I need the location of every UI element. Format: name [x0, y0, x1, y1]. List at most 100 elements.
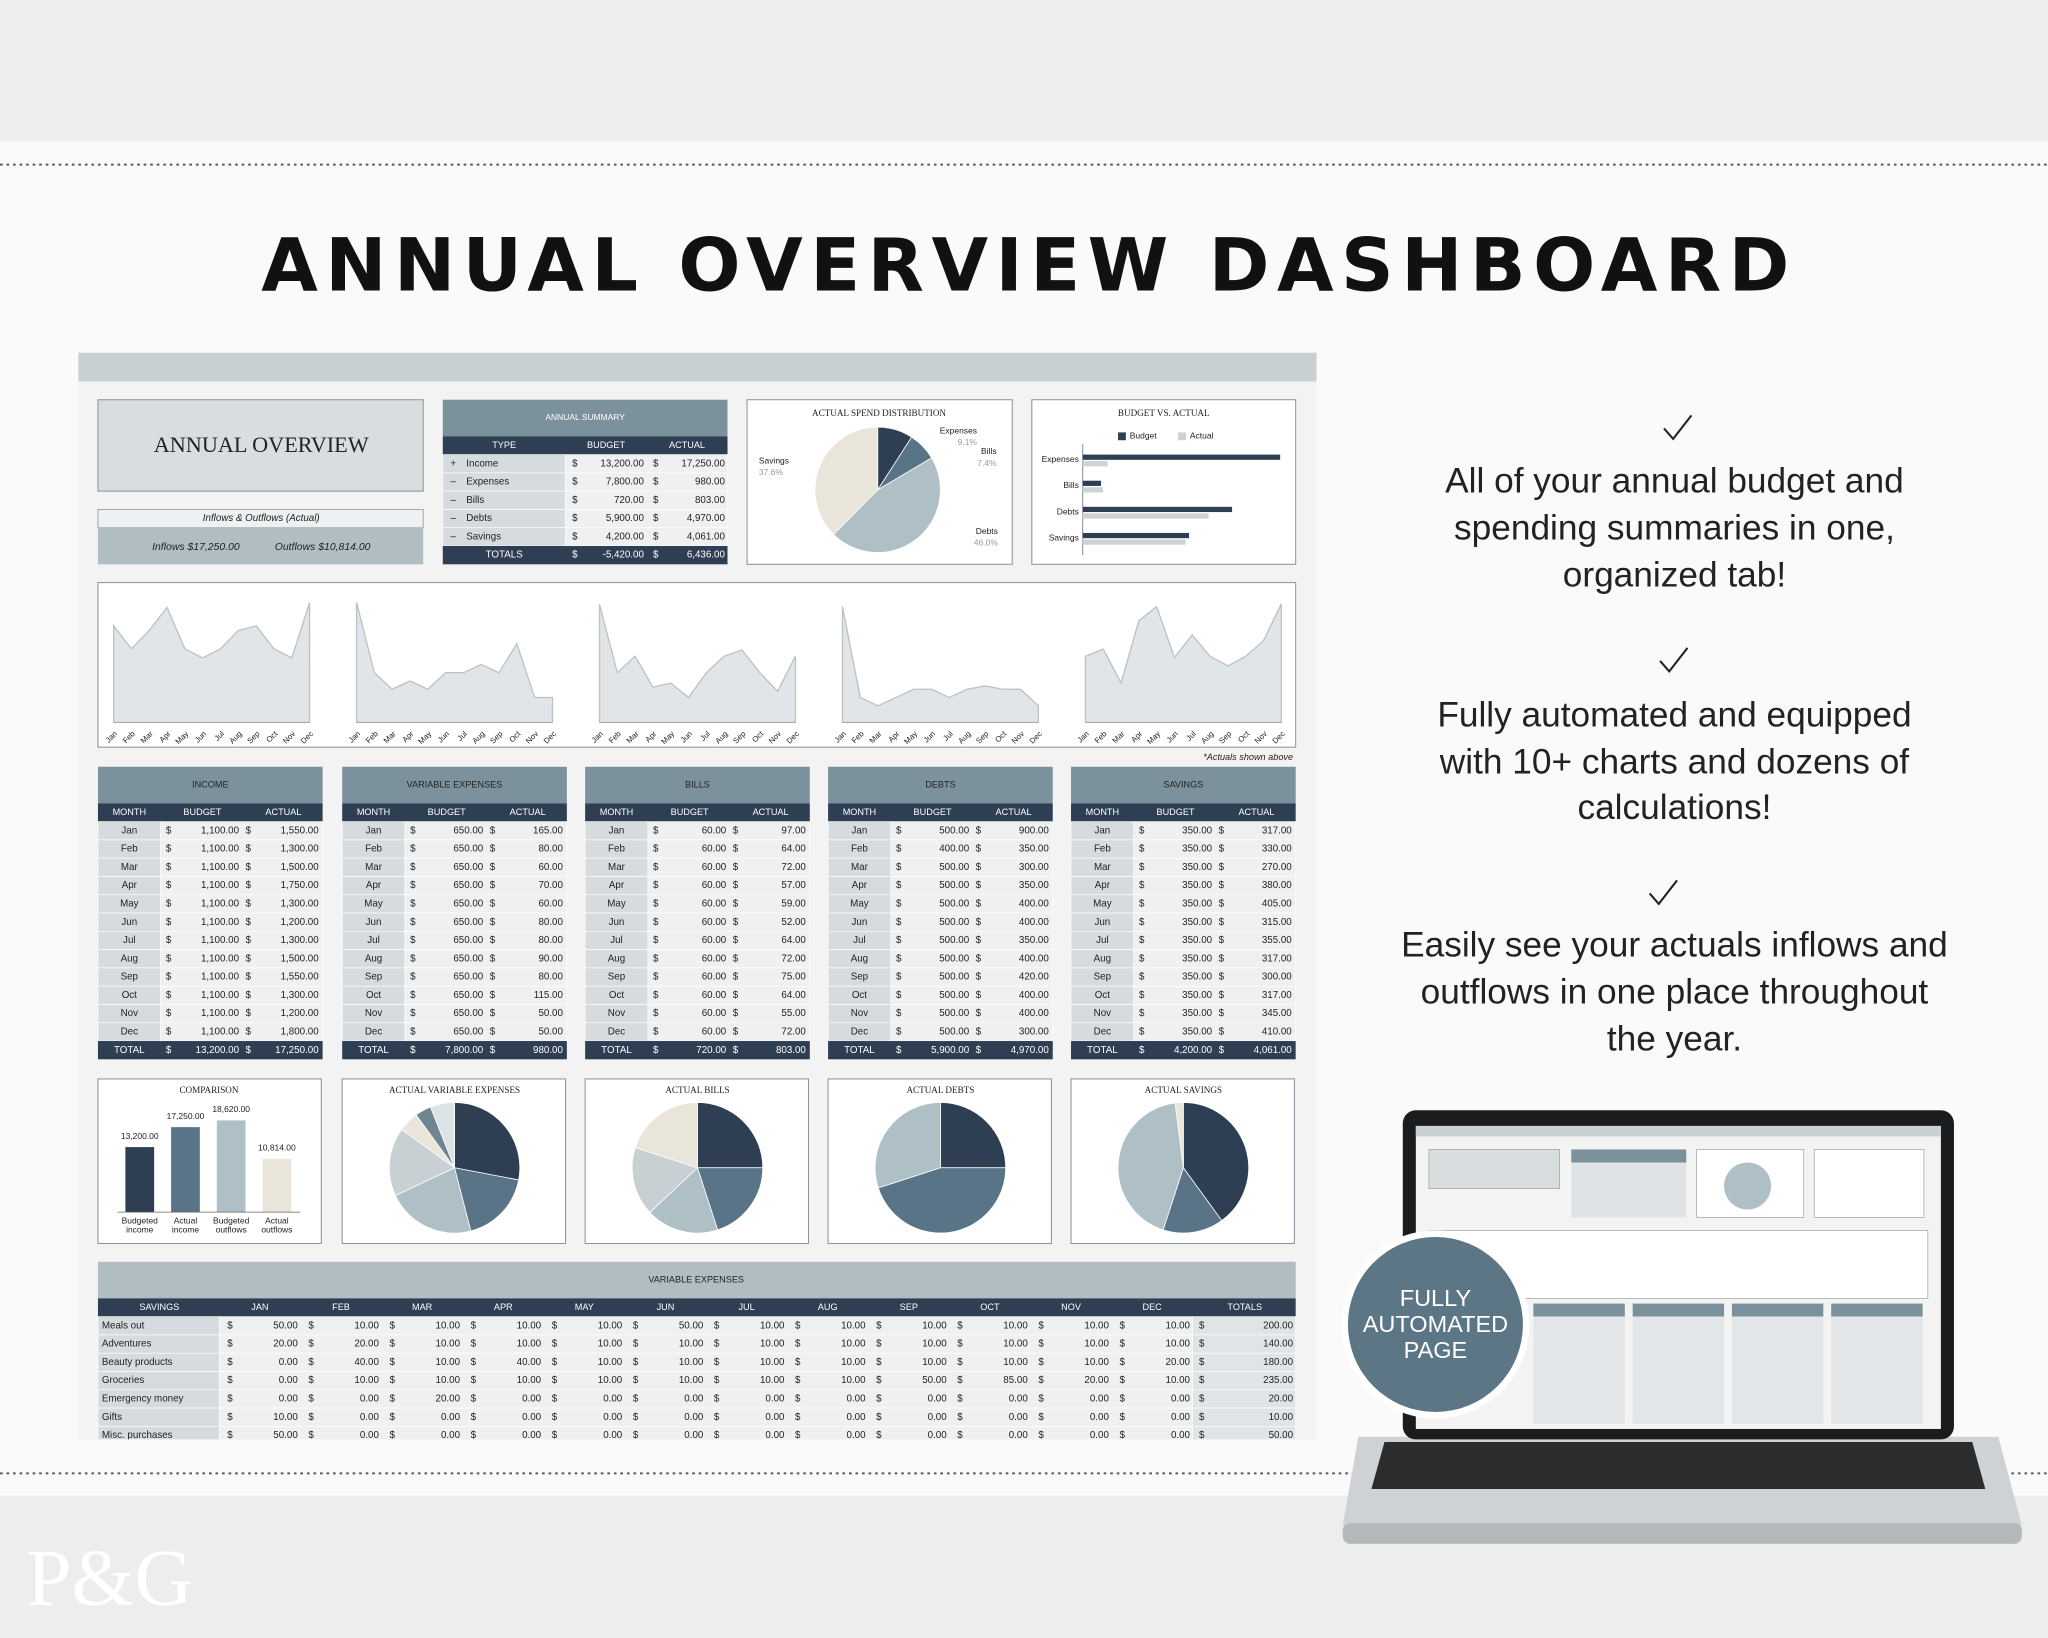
- chart-title: ACTUAL BILLS: [665, 1085, 729, 1095]
- label: 10.00: [598, 1357, 623, 1368]
- label: 50.00: [922, 1375, 947, 1386]
- area: [841, 606, 1040, 723]
- label: JAN: [251, 1302, 268, 1312]
- label: Jun: [121, 917, 137, 928]
- label: Bills: [466, 495, 484, 506]
- legend-label: Actual: [1190, 431, 1214, 441]
- label: May: [850, 898, 869, 909]
- label: $: [227, 1394, 233, 1405]
- label: 350.00: [1182, 917, 1212, 928]
- cell: [442, 399, 728, 437]
- label: $: [308, 1394, 314, 1405]
- label: $: [490, 844, 496, 855]
- label: 10.00: [1166, 1375, 1191, 1386]
- label: 350.00: [1019, 935, 1049, 946]
- label: $: [633, 1375, 639, 1386]
- label: 1,100.00: [201, 1026, 240, 1037]
- label: Aug: [608, 953, 625, 964]
- pie-label: Expenses: [940, 425, 977, 435]
- label: 720.00: [614, 495, 644, 506]
- label: 0.00: [360, 1430, 380, 1441]
- pie-slice: [874, 1102, 941, 1189]
- label: TOTAL: [358, 1045, 389, 1056]
- label: SEP: [900, 1302, 918, 1312]
- label: $: [653, 972, 659, 983]
- label: 350.00: [1182, 1008, 1212, 1019]
- pie-slice: [696, 1167, 764, 1231]
- label: 59.00: [781, 898, 806, 909]
- label: $: [552, 1320, 558, 1331]
- label: $: [976, 917, 982, 928]
- label: MAY: [575, 1302, 594, 1312]
- label: $: [1038, 1394, 1044, 1405]
- feature-text: with 10+ charts and dozens of: [1439, 742, 1910, 781]
- label: $: [227, 1320, 233, 1331]
- label: $: [552, 1357, 558, 1368]
- label: 1,100.00: [201, 917, 240, 928]
- label: 650.00: [453, 917, 483, 928]
- label: Apr: [609, 880, 625, 891]
- label: $: [389, 1320, 395, 1331]
- feature-text: organized tab!: [1563, 556, 1786, 595]
- cell: [1178, 432, 1186, 441]
- label: $: [471, 1320, 477, 1331]
- pie-slice: [394, 1167, 472, 1234]
- label: Nov: [1094, 1008, 1112, 1019]
- bar: [125, 1147, 155, 1213]
- label: $: [876, 1339, 882, 1350]
- label: $: [653, 935, 659, 946]
- label: 60.00: [702, 917, 727, 928]
- label: $: [876, 1412, 882, 1423]
- area: [1084, 603, 1282, 723]
- label: $: [876, 1357, 882, 1368]
- label: $: [490, 880, 496, 891]
- label: 6,436.00: [687, 550, 726, 561]
- label: 0.00: [684, 1394, 704, 1405]
- label: $: [552, 1394, 558, 1405]
- label: 10.00: [679, 1375, 704, 1386]
- label: $: [976, 1026, 982, 1037]
- label: $: [653, 550, 659, 561]
- label: $: [227, 1430, 233, 1441]
- bar: [1082, 539, 1186, 545]
- label: APR: [494, 1302, 513, 1312]
- label: $: [166, 990, 172, 1001]
- label: ANNUAL SUMMARY: [545, 412, 625, 422]
- label: Income: [466, 458, 498, 469]
- label: 5,900.00: [606, 513, 645, 524]
- label: $: [471, 1394, 477, 1405]
- pie-slice: [833, 457, 941, 553]
- label: 500.00: [939, 862, 969, 873]
- label: 50.00: [538, 1026, 563, 1037]
- label: 0.00: [279, 1394, 299, 1405]
- label: $: [246, 862, 252, 873]
- label: Oct: [366, 990, 381, 1001]
- pie-slice: [1117, 1102, 1184, 1231]
- label: 10.00: [1003, 1339, 1028, 1350]
- checkmark: [1648, 879, 1678, 906]
- pie-slice: [634, 1102, 698, 1169]
- label: $: [1219, 880, 1225, 891]
- label: $: [1038, 1375, 1044, 1386]
- label: $: [633, 1394, 639, 1405]
- label: $: [633, 1430, 639, 1441]
- label: DEC: [1142, 1302, 1162, 1312]
- label: 1,100.00: [201, 953, 240, 964]
- label: 7,800.00: [606, 477, 645, 488]
- label: 235.00: [1263, 1375, 1293, 1386]
- label: MONTH: [843, 807, 876, 817]
- label: $: [653, 1008, 659, 1019]
- label: $: [733, 917, 739, 928]
- label: 300.00: [1019, 862, 1049, 873]
- label: 500.00: [939, 935, 969, 946]
- label: Oct: [122, 990, 137, 1001]
- x-tick-label: Budgeted income: [122, 1216, 159, 1235]
- label: $: [552, 1412, 558, 1423]
- label: $: [1199, 1412, 1205, 1423]
- label: MONTH: [1086, 807, 1119, 817]
- logo: P&G: [26, 1532, 192, 1622]
- chart-title: ACTUAL VARIABLE EXPENSES: [389, 1085, 520, 1095]
- badge: [1347, 1236, 1523, 1412]
- label: May: [1093, 898, 1112, 909]
- label: $: [653, 477, 659, 488]
